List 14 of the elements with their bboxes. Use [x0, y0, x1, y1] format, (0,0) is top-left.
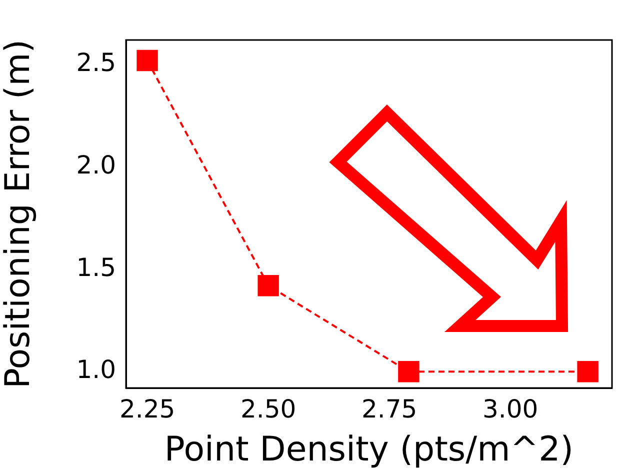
- point: [398, 361, 420, 382]
- x-axis-title: Point Density (pts/m^2): [164, 429, 574, 470]
- x-tick-label: 2.75: [361, 394, 418, 424]
- point: [577, 361, 598, 382]
- y-tick-label: 2.5: [76, 48, 116, 78]
- y-tick-label: 1.5: [76, 252, 116, 282]
- y-axis-title: Positioning Error (m): [0, 39, 38, 389]
- point: [136, 50, 158, 72]
- y-tick-label: 2.0: [76, 150, 116, 180]
- x-tick-label: 2.50: [240, 394, 296, 424]
- point: [258, 275, 279, 296]
- y-tick-label: 1.0: [76, 355, 116, 384]
- x-tick-label: 2.25: [119, 394, 176, 424]
- x-tick-label: 3.00: [482, 394, 538, 424]
